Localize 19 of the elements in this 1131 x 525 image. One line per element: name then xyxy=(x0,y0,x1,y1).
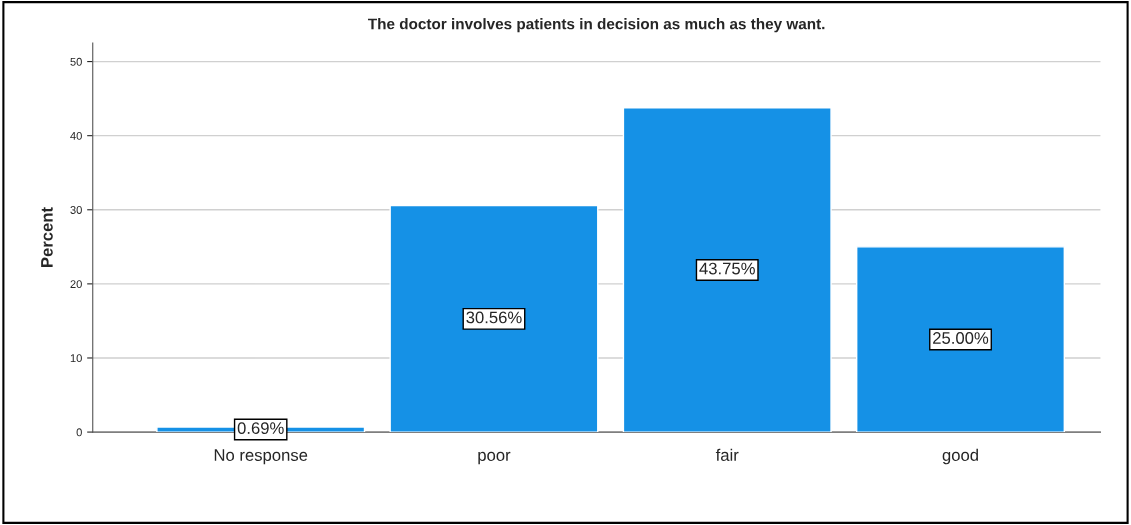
data-label: 30.56% xyxy=(466,311,522,324)
bar xyxy=(389,204,599,433)
chart-title: The doctor involves patients in decision as much as they want. xyxy=(368,18,825,33)
y-tick-label: 10 xyxy=(70,354,82,363)
y-axis-title: Percent xyxy=(41,207,53,268)
bar xyxy=(622,107,832,433)
y-tick-label: 0 xyxy=(76,428,82,437)
bar xyxy=(856,246,1066,433)
data-label: 43.75% xyxy=(699,262,755,275)
x-tick-label: good xyxy=(942,448,978,465)
y-tick-label: 30 xyxy=(70,206,82,214)
y-tick-label: 20 xyxy=(70,280,82,289)
x-tick-label: poor xyxy=(478,451,511,465)
data-label: 0.69% xyxy=(237,422,284,434)
y-tick-label: 40 xyxy=(70,131,82,140)
data-label: 25.00% xyxy=(933,332,989,344)
y-tick-label: 50 xyxy=(70,57,82,66)
x-tick-label: fair xyxy=(715,448,739,461)
x-tick-label: No response xyxy=(214,449,308,465)
